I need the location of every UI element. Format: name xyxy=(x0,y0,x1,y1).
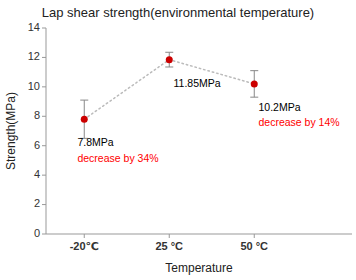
annotation: 10.2MPa xyxy=(259,101,301,113)
x-tick-label: 25 °C xyxy=(155,240,183,252)
x-tick xyxy=(84,234,85,238)
y-tick xyxy=(42,116,46,117)
y-tick xyxy=(42,57,46,58)
y-tick xyxy=(42,145,46,146)
y-axis-label: Strength(MPa) xyxy=(4,92,18,170)
error-bar xyxy=(250,71,258,97)
y-tick-label: 14 xyxy=(28,21,40,33)
y-tick xyxy=(42,204,46,205)
x-axis xyxy=(46,234,352,235)
error-bar xyxy=(165,52,173,67)
line xyxy=(84,60,254,120)
y-tick-label: 4 xyxy=(34,168,40,180)
y-axis xyxy=(46,28,47,234)
annotation: 11.85MPa xyxy=(174,77,221,89)
x-tick-label: 50 °C xyxy=(240,240,268,252)
point xyxy=(81,116,88,123)
y-tick-label: 0 xyxy=(34,227,40,239)
point xyxy=(166,56,173,63)
annotation: 7.8MPa xyxy=(77,136,113,148)
annotation: decrease by 34% xyxy=(77,152,158,164)
x-tick-label: -20℃ xyxy=(70,240,99,252)
title: Lap shear strength(environmental tempera… xyxy=(42,5,314,20)
plot-area xyxy=(80,52,258,138)
y-tick-label: 10 xyxy=(28,80,40,92)
x-tick xyxy=(169,234,170,238)
y-tick-label: 6 xyxy=(34,139,40,151)
y-tick xyxy=(42,28,46,29)
point xyxy=(251,80,258,87)
y-tick-label: 2 xyxy=(34,197,40,209)
chart: Lap shear strength(environmental tempera… xyxy=(0,0,356,280)
y-tick-label: 8 xyxy=(34,109,40,121)
annotation: decrease by 14% xyxy=(259,116,340,128)
y-tick xyxy=(42,234,46,235)
y-tick xyxy=(42,175,46,176)
x-tick xyxy=(254,234,255,238)
y-tick xyxy=(42,86,46,87)
error-bar xyxy=(80,100,88,138)
y-tick-label: 12 xyxy=(28,50,40,62)
x-axis-label: Temperature xyxy=(165,261,233,275)
